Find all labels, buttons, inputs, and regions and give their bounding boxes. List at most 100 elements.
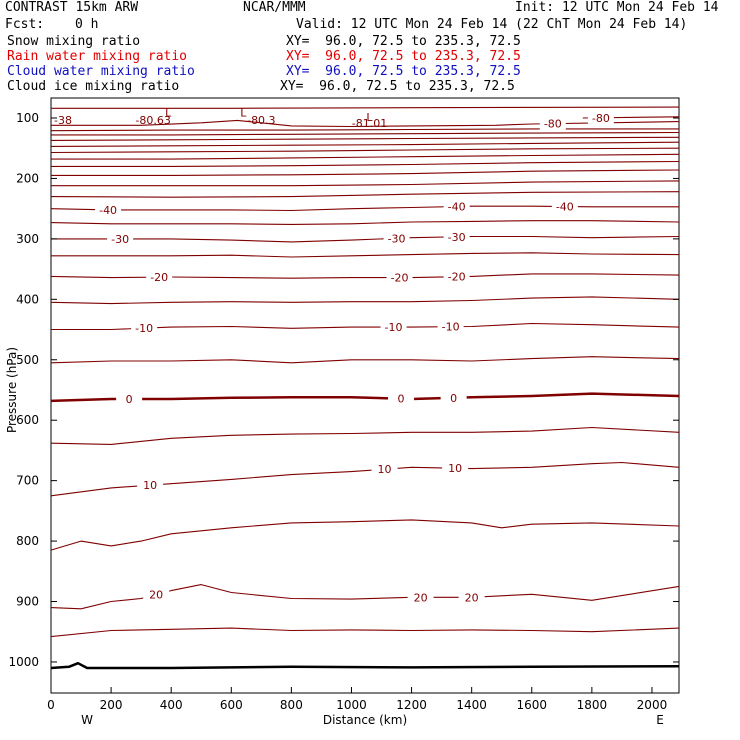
contour-label-2-1: 20 xyxy=(414,591,428,604)
field-xy-cloud-water: XY= 96.0, 72.5 to 235.3, 72.5 xyxy=(286,64,521,79)
contour-label-bg xyxy=(539,117,566,130)
contour-label-bg xyxy=(587,111,614,124)
x-tick-label-9: 1800 xyxy=(577,698,608,712)
field-xy-rain: XY= 96.0, 72.5 to 235.3, 72.5 xyxy=(286,49,521,64)
contour-line-15 xyxy=(50,191,680,198)
x-tick-label-7: 1400 xyxy=(456,698,487,712)
contour-label-bg xyxy=(380,321,407,334)
x-tick-label-4: 800 xyxy=(280,698,303,712)
contour-label-8-0: -10 xyxy=(135,322,153,335)
contour-line-27 xyxy=(51,106,680,109)
terrain-line xyxy=(50,661,680,670)
y-tick-label-5: 600 xyxy=(16,413,39,427)
contour-label-6-0: 0 xyxy=(126,393,133,406)
x-end-label-west: W xyxy=(81,713,93,727)
contour-line-13 xyxy=(50,220,680,225)
contour-line-23 xyxy=(51,131,680,136)
contour-label-8-2: -10 xyxy=(442,321,460,334)
contour-label-4-1: 10 xyxy=(378,463,392,476)
contour-label-bg xyxy=(383,232,410,245)
forecast-label: Fcst: xyxy=(5,17,45,32)
low-annotation-3: -80.3 xyxy=(247,114,275,127)
contour-label-14-1: -40 xyxy=(448,201,466,214)
center-label: NCAR/MMM xyxy=(243,0,306,15)
contour-label-2-0: 20 xyxy=(149,589,163,602)
x-end-label-east: E xyxy=(656,713,664,727)
y-tick-label-1: 200 xyxy=(16,171,39,185)
y-tick-label-4: 500 xyxy=(16,353,39,367)
x-tick-label-0: 0 xyxy=(47,698,55,712)
contour-line-6 xyxy=(50,392,680,403)
contour-label-12-2: -30 xyxy=(448,231,466,244)
contour-label-bg xyxy=(116,393,143,406)
contour-label-8-1: -10 xyxy=(385,321,403,334)
field-name-rain: Rain water mixing ratio xyxy=(7,49,188,64)
low-annotation-1: -80.63 xyxy=(135,114,170,127)
contour-label-bg xyxy=(551,200,578,213)
low-annotation-0: L xyxy=(165,107,172,120)
low-annotation-4: L xyxy=(366,111,373,124)
contour-label-bg xyxy=(442,462,469,475)
contour-line-9 xyxy=(50,296,680,305)
contour-label-10-2: -20 xyxy=(448,271,466,284)
contour-label-bg xyxy=(107,232,134,245)
contour-line-21 xyxy=(50,141,680,147)
contour-label-bg xyxy=(386,271,413,284)
contour-label-bg xyxy=(407,591,434,604)
y-tick-label-8: 900 xyxy=(16,595,39,609)
field-name-cloud-ice: Cloud ice mixing ratio xyxy=(7,79,180,94)
contour-line-3 xyxy=(50,519,680,551)
valid-time: Valid: 12 UTC Mon 24 Feb 14 (22 ChT Mon … xyxy=(296,17,688,32)
low-annotation-6: -38 xyxy=(54,114,72,127)
contour-label-14-0: -40 xyxy=(99,204,117,217)
contour-line-7 xyxy=(50,356,680,364)
x-axis-label: Distance (km) xyxy=(323,713,407,727)
contour-label-bg xyxy=(443,270,470,283)
plot-frame xyxy=(50,97,680,694)
contour-label-10-0: -20 xyxy=(150,271,168,284)
contour-label-26-0: -80 xyxy=(592,112,610,125)
model-title: CONTRAST 15km ARW xyxy=(5,0,139,15)
contour-label-6-2: 0 xyxy=(450,392,457,405)
contour-line-16 xyxy=(51,180,680,187)
contour-line-17 xyxy=(51,169,680,176)
contour-line-18 xyxy=(51,160,680,167)
x-tick-label-10: 2000 xyxy=(637,698,668,712)
contour-label-bg xyxy=(143,588,170,601)
y-tick-label-0: 100 xyxy=(16,111,39,125)
contour-line-14 xyxy=(50,205,679,212)
contour-label-14-2: -40 xyxy=(556,201,574,214)
contour-label-4-2: 10 xyxy=(448,462,462,475)
contour-label-12-0: -30 xyxy=(111,233,129,246)
contour-label-2-2: 20 xyxy=(465,591,479,604)
contour-label-6-1: 0 xyxy=(398,393,405,406)
x-tick-label-2: 400 xyxy=(160,698,183,712)
y-tick-label-7: 800 xyxy=(16,534,39,548)
x-tick-label-5: 1000 xyxy=(336,698,367,712)
contour-line-1 xyxy=(50,627,680,638)
contour-label-bg xyxy=(443,200,470,213)
contour-line-22 xyxy=(50,136,680,141)
contour-line-10 xyxy=(50,273,680,279)
contour-label-bg xyxy=(371,463,398,476)
contour-label-10-1: -20 xyxy=(391,272,409,285)
x-tick-label-6: 1200 xyxy=(396,698,427,712)
contour-label-bg xyxy=(95,203,122,216)
contour-label-bg xyxy=(131,322,158,335)
contour-label-25-0: -80 xyxy=(544,118,562,131)
contour-label-bg xyxy=(388,392,415,405)
y-tick-label-6: 700 xyxy=(16,474,39,488)
x-tick-label-1: 200 xyxy=(100,698,123,712)
contour-line-20 xyxy=(50,147,680,154)
contour-label-bg xyxy=(137,479,164,492)
contour-label-bg xyxy=(437,320,464,333)
forecast-hour: 0 h xyxy=(75,17,99,32)
contour-line-11 xyxy=(51,252,680,258)
contour-line-19 xyxy=(51,153,680,160)
contour-line-2 xyxy=(50,584,680,610)
contour-label-bg xyxy=(440,391,467,404)
x-tick-label-3: 600 xyxy=(220,698,243,712)
contour-label-bg xyxy=(458,591,485,604)
contour-label-bg xyxy=(146,271,173,284)
